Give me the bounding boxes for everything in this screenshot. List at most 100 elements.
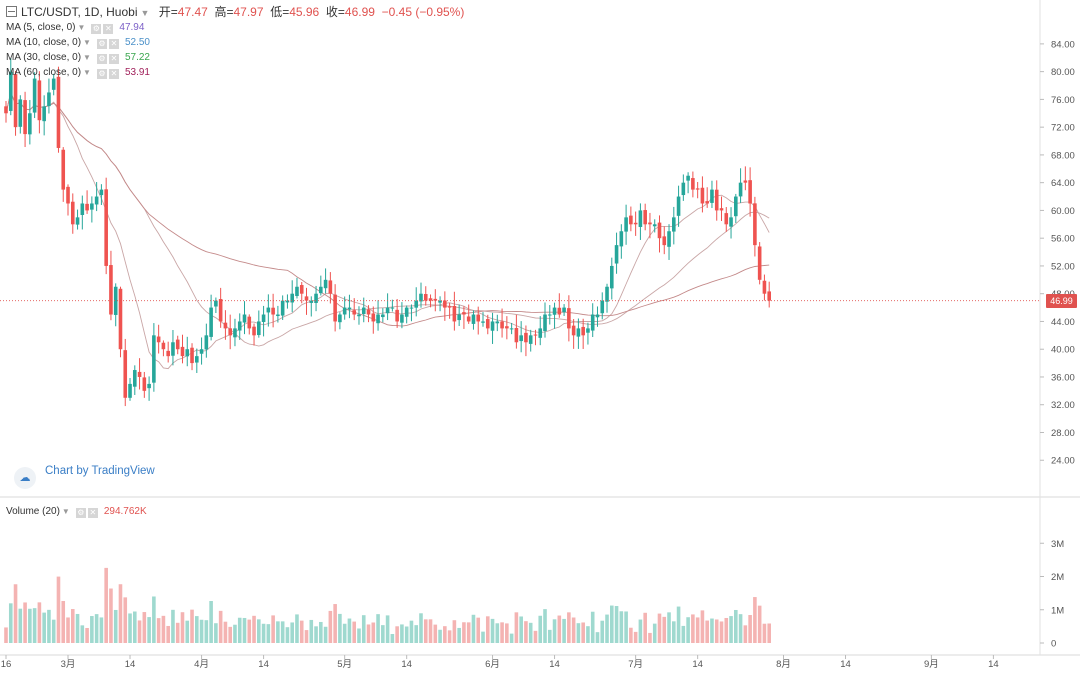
close-icon[interactable]: ✕ bbox=[108, 69, 119, 79]
volume-bar bbox=[481, 631, 485, 643]
candle-body bbox=[734, 196, 738, 217]
volume-bar bbox=[80, 625, 85, 643]
close-icon[interactable]: ✕ bbox=[108, 39, 119, 49]
candle-body bbox=[505, 326, 509, 329]
volume-bar bbox=[195, 616, 199, 643]
candle-body bbox=[595, 314, 600, 318]
candle-body bbox=[457, 314, 461, 321]
volume-bar bbox=[519, 616, 523, 643]
branding-text[interactable]: Chart by TradingView bbox=[45, 465, 155, 477]
volume-bar bbox=[237, 617, 242, 643]
settings-icon[interactable]: ⚙ bbox=[96, 54, 107, 64]
indicator-label[interactable]: MA (5, close, 0) bbox=[6, 22, 76, 33]
candle-body bbox=[223, 322, 228, 329]
volume-bar bbox=[214, 623, 218, 643]
volume-bar bbox=[743, 625, 748, 643]
candle-body bbox=[123, 350, 128, 398]
volume-bar bbox=[338, 613, 342, 643]
candle-body bbox=[195, 356, 199, 363]
settings-icon[interactable]: ⚙ bbox=[75, 508, 86, 518]
chevron-down-icon[interactable]: ▼ bbox=[77, 23, 86, 32]
volume-bar bbox=[600, 620, 605, 643]
price-tick-label: 76.00 bbox=[1051, 95, 1075, 106]
chevron-down-icon[interactable]: ▼ bbox=[61, 507, 70, 516]
candle-body bbox=[571, 325, 576, 336]
volume-bar bbox=[366, 624, 371, 643]
candle-body bbox=[171, 342, 175, 356]
volume-bar bbox=[218, 610, 223, 643]
candle-body bbox=[590, 314, 595, 331]
volume-bar bbox=[276, 621, 280, 643]
candle-body bbox=[528, 335, 533, 344]
candle-body bbox=[185, 349, 190, 357]
volume-bar bbox=[576, 623, 581, 643]
volume-bar bbox=[161, 615, 166, 643]
volume-bar bbox=[586, 626, 590, 643]
volume-bar bbox=[538, 615, 543, 643]
grid bbox=[0, 0, 1080, 656]
volume-bar bbox=[476, 617, 481, 643]
price-tick-label: 60.00 bbox=[1051, 206, 1075, 217]
indicator-label[interactable]: MA (10, close, 0) bbox=[6, 37, 82, 48]
volume-bar bbox=[32, 608, 37, 643]
settings-icon[interactable]: ⚙ bbox=[96, 69, 107, 79]
volume-bar bbox=[672, 621, 676, 643]
volume-bar bbox=[228, 626, 232, 643]
indicator-label[interactable]: MA (30, close, 0) bbox=[6, 52, 82, 63]
close-icon[interactable]: ✕ bbox=[87, 508, 98, 518]
candle-series bbox=[4, 57, 771, 407]
time-tick-label: 14 bbox=[125, 659, 136, 670]
settings-icon[interactable]: ⚙ bbox=[96, 39, 107, 49]
candle-body bbox=[66, 186, 70, 204]
high-label: 高= bbox=[214, 5, 234, 19]
candle-body bbox=[156, 336, 161, 343]
volume-bar bbox=[85, 627, 89, 643]
indicator-ma60[interactable]: MA (60, close, 0) ▼ ⚙ ✕ 53.91 bbox=[6, 67, 150, 79]
candle-body bbox=[767, 291, 771, 301]
volume-tick-label: 0 bbox=[1051, 639, 1056, 650]
volume-bar bbox=[710, 618, 714, 643]
settings-icon[interactable]: ⚙ bbox=[91, 24, 102, 34]
candle-body bbox=[648, 222, 652, 225]
volume-bar bbox=[319, 621, 323, 643]
volume-bar bbox=[457, 627, 461, 643]
candle-body bbox=[762, 280, 767, 294]
price-tick-label: 40.00 bbox=[1051, 345, 1075, 356]
candle-body bbox=[233, 328, 237, 338]
chevron-down-icon[interactable]: ▼ bbox=[83, 53, 91, 62]
volume-bar bbox=[61, 600, 66, 643]
chevron-down-icon[interactable]: ▼ bbox=[83, 68, 91, 77]
volume-bar bbox=[500, 622, 504, 643]
candle-body bbox=[13, 74, 18, 128]
volume-bar bbox=[629, 627, 633, 643]
candle-body bbox=[638, 210, 643, 227]
indicator-ma10[interactable]: MA (10, close, 0) ▼ ⚙ ✕ 52.50 bbox=[6, 37, 150, 49]
indicator-label[interactable]: MA (60, close, 0) bbox=[6, 67, 82, 78]
change-value: −0.45 (−0.95%) bbox=[381, 5, 465, 19]
volume-bar bbox=[132, 611, 137, 643]
chevron-down-icon[interactable]: ▼ bbox=[140, 8, 150, 18]
candle-body bbox=[271, 307, 275, 315]
volume-bar bbox=[485, 616, 490, 643]
indicator-ma30[interactable]: MA (30, close, 0) ▼ ⚙ ✕ 57.22 bbox=[6, 52, 150, 64]
candle-body bbox=[299, 285, 304, 294]
chevron-down-icon[interactable]: ▼ bbox=[83, 38, 91, 47]
volume-bar bbox=[247, 619, 252, 643]
collapse-icon[interactable] bbox=[6, 6, 17, 17]
close-icon[interactable]: ✕ bbox=[108, 54, 119, 64]
candle-body bbox=[161, 342, 166, 350]
volume-bar bbox=[514, 612, 519, 643]
indicator-ma5[interactable]: MA (5, close, 0) ▼ ⚙ ✕ 47.94 bbox=[6, 22, 144, 34]
candle-body bbox=[61, 149, 66, 190]
indicator-label[interactable]: Volume (20) bbox=[6, 506, 60, 517]
candle-body bbox=[452, 306, 457, 322]
candle-body bbox=[672, 217, 676, 232]
volume-bar bbox=[662, 616, 667, 643]
indicator-volume[interactable]: Volume (20) ▼ ⚙ ✕ 294.762K bbox=[6, 506, 147, 518]
volume-bar bbox=[652, 623, 657, 643]
close-icon[interactable]: ✕ bbox=[103, 24, 114, 34]
tradingview-branding[interactable]: ☁ Chart by TradingView bbox=[14, 465, 155, 489]
symbol-title[interactable]: LTC/USDT, 1D, Huobi bbox=[21, 5, 138, 19]
ma-60-line bbox=[5, 91, 770, 327]
